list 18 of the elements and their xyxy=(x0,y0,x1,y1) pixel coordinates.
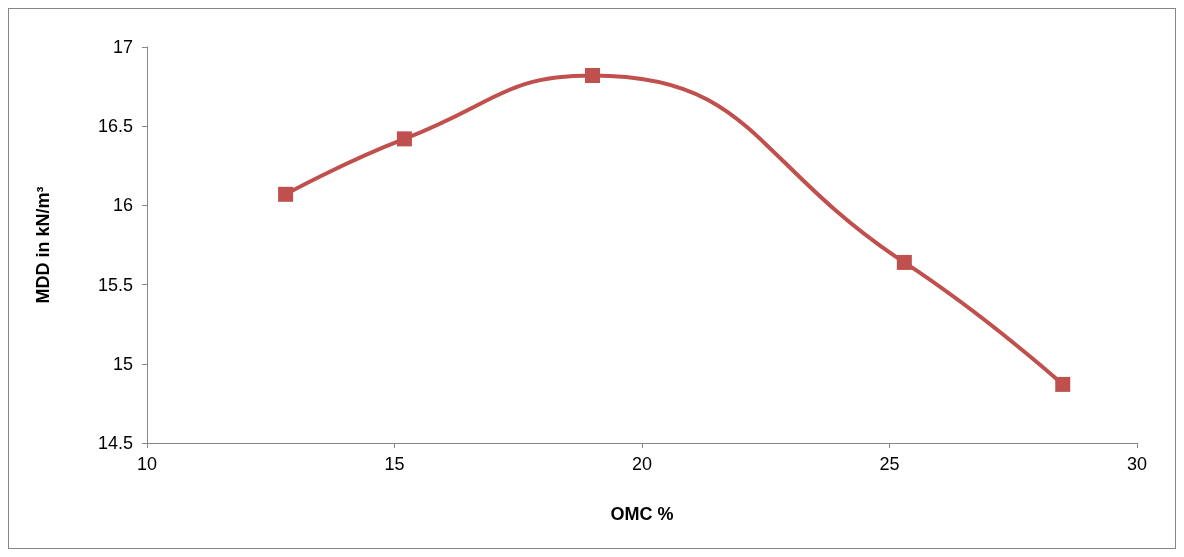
y-tick-label: 14.5 xyxy=(97,433,133,453)
point xyxy=(896,254,912,270)
x-axis-title: OMC % xyxy=(610,504,674,524)
y-tick-label: 16.5 xyxy=(97,116,133,137)
x-tick-label: 20 xyxy=(631,454,653,474)
x-tick-label: 25 xyxy=(879,454,900,474)
x-tick-label: 15 xyxy=(384,454,405,474)
y-tick-label: 17 xyxy=(112,37,133,57)
y-tick-label: 16 xyxy=(112,195,133,216)
y-tick-label: 15.5 xyxy=(97,274,133,295)
point xyxy=(396,131,412,147)
x-tick-label: 30 xyxy=(1126,454,1148,474)
point xyxy=(585,68,600,84)
point xyxy=(278,186,294,202)
point xyxy=(1055,376,1071,392)
x-tick-label: 10 xyxy=(136,454,158,474)
y-tick-label: 15 xyxy=(112,353,133,374)
y-axis-title: MDD in kN/m³ xyxy=(33,186,53,304)
